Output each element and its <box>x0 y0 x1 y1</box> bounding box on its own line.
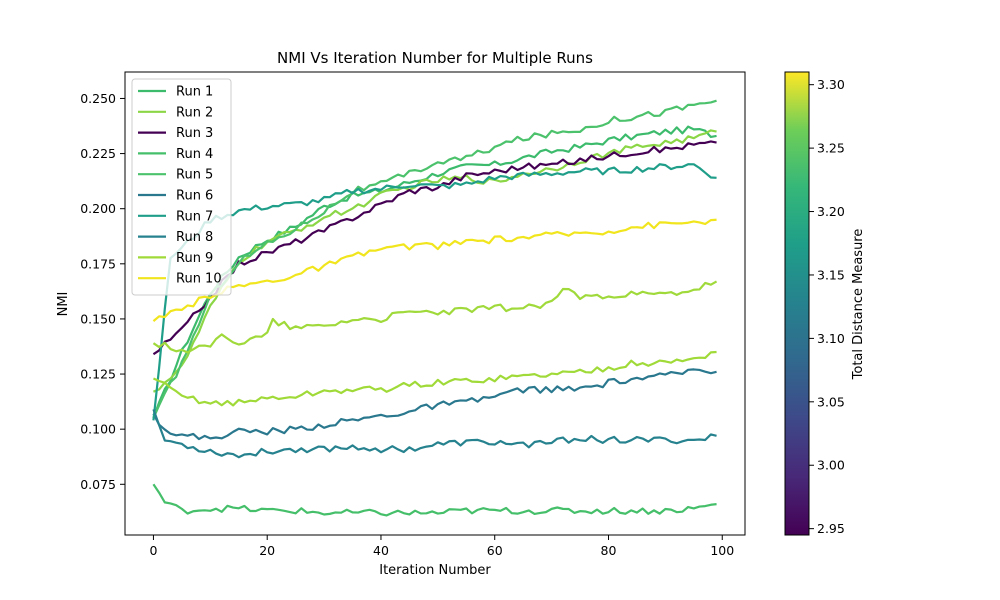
x-tick-label: 20 <box>259 543 275 558</box>
legend-label: Run 8 <box>176 230 213 245</box>
x-tick-label: 100 <box>710 543 734 558</box>
legend-label: Run 5 <box>176 168 213 183</box>
y-tick-label: 0.125 <box>80 367 116 382</box>
colorbar-tick-label: 3.05 <box>817 394 845 409</box>
legend-label: Run 6 <box>176 189 213 204</box>
colorbar-tick-label: 3.15 <box>817 267 845 282</box>
legend-label: Run 9 <box>176 251 213 266</box>
series-line-4 <box>152 483 717 517</box>
colorbar <box>784 71 810 536</box>
y-tick-label: 0.250 <box>80 91 116 106</box>
x-tick-label: 40 <box>373 543 389 558</box>
legend-label: Run 1 <box>176 85 213 100</box>
x-axis-title: Iteration Number <box>379 563 491 578</box>
series-line-11 <box>152 280 718 354</box>
series-line-1 <box>152 125 717 419</box>
colorbar-tick-label: 3.25 <box>817 141 845 156</box>
colorbar-tick-label: 2.95 <box>817 521 845 536</box>
colorbar-tick-label: 3.10 <box>817 331 845 346</box>
legend-label: Run 2 <box>176 105 213 120</box>
y-tick-label: 0.150 <box>80 311 116 326</box>
colorbar-ticks: 2.95 3.00 3.05 3.10 3.15 3.20 3.25 3.30 <box>809 77 845 536</box>
series-line-8 <box>152 408 717 459</box>
legend-label: Run 7 <box>176 209 213 224</box>
series-line-7 <box>152 163 717 421</box>
y-tick-label: 0.175 <box>80 256 116 271</box>
x-axis: 0 20 40 60 80 100 <box>149 535 734 558</box>
x-tick-label: 80 <box>601 543 617 558</box>
series-line-10 <box>152 218 717 322</box>
legend-label: Run 3 <box>176 126 213 141</box>
x-tick-label: 0 <box>149 543 157 558</box>
y-tick-label: 0.100 <box>80 422 116 437</box>
colorbar-tick-label: 3.30 <box>817 77 845 92</box>
y-tick-label: 0.200 <box>80 201 116 216</box>
series-line-6 <box>152 368 717 441</box>
colorbar-tick-label: 3.00 <box>817 458 845 473</box>
y-axis: 0.075 0.100 0.125 0.150 0.175 0.200 0.225 0.250 <box>80 91 125 492</box>
y-axis-title: NMI <box>56 292 71 317</box>
y-tick-label: 0.075 <box>80 477 116 492</box>
legend-label: Run 10 <box>176 272 222 287</box>
chart-title: NMI Vs Iteration Number for Multiple Run… <box>277 49 593 67</box>
series-layer <box>152 99 718 517</box>
x-tick-label: 60 <box>487 543 503 558</box>
series-line-5 <box>152 99 717 419</box>
colorbar-title: Total Distance Measure <box>851 229 866 381</box>
legend: Run 1 Run 2 Run 3 Run 4 Run 5 Run 6 Run 7 Run 8… <box>131 78 232 296</box>
y-tick-label: 0.225 <box>80 146 116 161</box>
series-line-2 <box>153 129 717 393</box>
colorbar-tick-label: 3.20 <box>817 204 845 219</box>
plot-frame <box>124 71 746 536</box>
series-line-3 <box>152 140 717 356</box>
series-line-9 <box>152 350 717 407</box>
legend-label: Run 4 <box>176 147 213 162</box>
